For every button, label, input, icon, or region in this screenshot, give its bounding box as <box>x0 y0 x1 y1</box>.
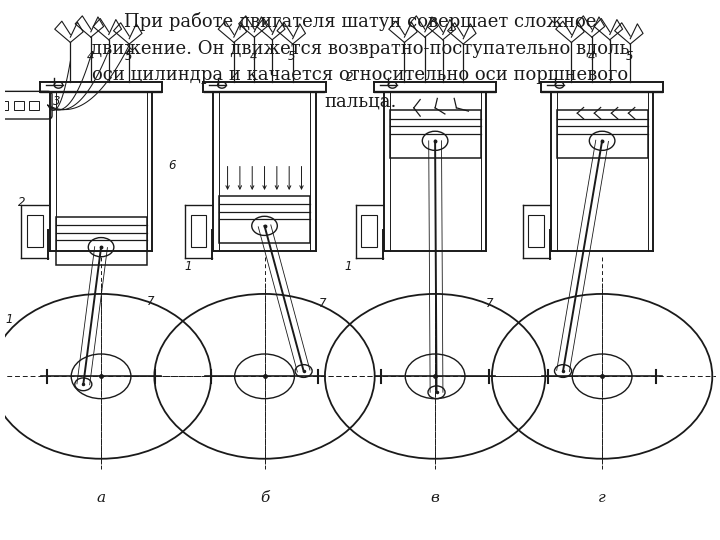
Bar <box>557 111 647 158</box>
Text: 7: 7 <box>319 297 327 310</box>
Text: 1: 1 <box>5 313 12 326</box>
Bar <box>0 101 8 111</box>
Bar <box>14 101 24 111</box>
Text: 1: 1 <box>345 260 352 273</box>
Text: 4: 4 <box>588 50 595 63</box>
Text: а: а <box>96 490 106 504</box>
Text: 5: 5 <box>626 50 633 63</box>
Text: 2: 2 <box>18 196 25 209</box>
Bar <box>361 215 377 247</box>
Text: 4: 4 <box>250 50 258 63</box>
Bar <box>191 215 206 247</box>
Bar <box>219 195 310 244</box>
Bar <box>528 215 544 247</box>
Text: 5: 5 <box>288 50 295 63</box>
Text: 1: 1 <box>185 260 192 273</box>
Text: 2: 2 <box>346 71 354 84</box>
Text: 7: 7 <box>147 294 155 308</box>
Text: б: б <box>260 490 269 504</box>
Bar <box>55 217 147 265</box>
Text: 7: 7 <box>486 297 494 310</box>
Text: в: в <box>431 490 439 504</box>
Text: 3: 3 <box>53 95 60 108</box>
Bar <box>390 111 480 158</box>
Text: г: г <box>598 490 606 504</box>
Text: 5: 5 <box>125 50 132 63</box>
Text: При работе двигателя шатун совершает сложное
движение. Он движется возвратно-пос: При работе двигателя шатун совершает сло… <box>91 12 630 110</box>
Bar <box>30 101 40 111</box>
Text: 4: 4 <box>86 50 94 63</box>
Text: 6: 6 <box>168 159 176 172</box>
Bar <box>27 215 42 247</box>
